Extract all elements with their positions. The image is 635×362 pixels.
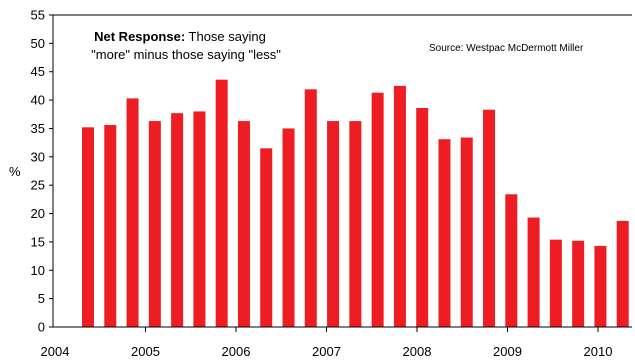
x-tick-label: 2004	[41, 344, 70, 359]
bar	[215, 79, 228, 327]
y-tick-label: 45	[31, 64, 45, 79]
x-tick-label: 2005	[131, 344, 160, 359]
bar	[416, 108, 429, 327]
y-tick-label: 5	[38, 291, 45, 306]
bar	[594, 245, 607, 327]
x-tick-label: 2008	[403, 344, 432, 359]
bar	[505, 194, 518, 327]
bar	[148, 121, 161, 327]
y-tick-label: 40	[31, 93, 45, 108]
y-tick-label: 55	[31, 8, 45, 23]
bar	[527, 217, 540, 327]
bar	[438, 139, 451, 327]
annotation: Net Response: Those saying	[94, 29, 266, 44]
bar	[82, 127, 94, 327]
bar	[126, 98, 139, 327]
y-tick-label: 25	[31, 178, 45, 193]
y-tick-label: 35	[31, 121, 45, 136]
x-tick-label: 2006	[222, 344, 251, 359]
bar	[104, 125, 117, 327]
bar	[483, 109, 496, 327]
bar	[327, 121, 340, 327]
y-axis-ticks: 0 5 10 15 20 25 30 35 40 45 50 55	[31, 8, 53, 335]
y-axis-label: %	[9, 164, 21, 179]
y-tick-label: 20	[31, 206, 45, 221]
bar	[237, 121, 250, 327]
bar	[616, 220, 629, 327]
bar	[393, 85, 406, 327]
y-tick-label: 0	[38, 320, 45, 335]
bar	[549, 239, 562, 327]
annotation-rest: Those saying	[185, 29, 266, 44]
source-note: Source: Westpac McDermott Miller	[429, 43, 584, 54]
x-axis-ticks: 2004 2005 2006 2007 2008 2009 2010	[41, 327, 613, 359]
y-tick-label: 15	[31, 234, 45, 249]
x-tick-label: 2009	[493, 344, 522, 359]
bar	[572, 240, 585, 327]
bar	[460, 137, 473, 327]
bar	[304, 89, 317, 327]
annotation-line2: "more" minus those saying "less"	[91, 47, 281, 62]
bar	[260, 148, 273, 327]
y-tick-label: 10	[31, 263, 45, 278]
bars	[82, 79, 629, 327]
y-tick-label: 30	[31, 149, 45, 164]
bar	[371, 92, 384, 327]
bar	[193, 111, 206, 327]
x-tick-label: 2010	[584, 344, 613, 359]
bar	[349, 121, 362, 327]
bar	[171, 113, 184, 327]
x-tick-label: 2007	[312, 344, 341, 359]
annotation-bold: Net Response:	[94, 29, 185, 44]
y-tick-label: 50	[31, 36, 45, 51]
bar	[282, 128, 295, 327]
